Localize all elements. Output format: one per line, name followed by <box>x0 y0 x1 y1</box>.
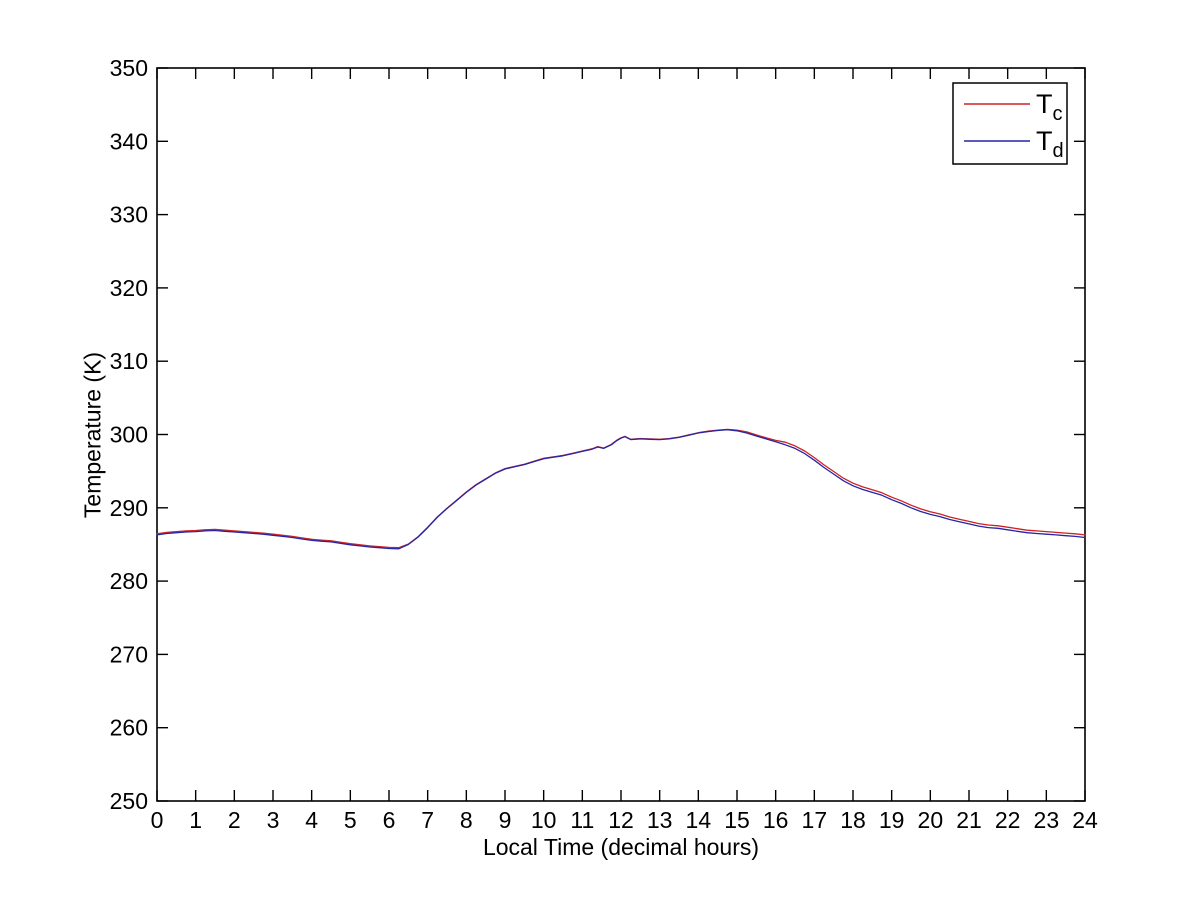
x-tick-label: 18 <box>840 807 866 833</box>
y-tick-label: 280 <box>110 568 148 594</box>
series-line-T_d <box>156 429 1086 550</box>
x-tick-label: 14 <box>686 807 712 833</box>
x-tick-label: 12 <box>608 807 634 833</box>
x-tick-label: 21 <box>956 807 982 833</box>
x-tick-label: 5 <box>344 807 357 833</box>
x-tick-label: 16 <box>763 807 789 833</box>
x-axis-label: Local Time (decimal hours) <box>482 834 760 860</box>
x-tick-label: 8 <box>460 807 473 833</box>
x-tick-label: 2 <box>228 807 241 833</box>
x-tick-label: 22 <box>995 807 1021 833</box>
x-tick-label: 24 <box>1072 807 1098 833</box>
x-tick-label: 1 <box>189 807 202 833</box>
y-axis-label: Temperature (K) <box>79 351 106 519</box>
x-tick-label: 15 <box>724 807 750 833</box>
y-tick-label: 340 <box>110 128 148 154</box>
x-tick-label: 0 <box>151 807 164 833</box>
x-tick-label: 13 <box>647 807 673 833</box>
legend-box <box>952 82 1068 165</box>
x-tick-label: 19 <box>879 807 905 833</box>
y-tick-label: 300 <box>110 422 148 448</box>
y-tick-label: 290 <box>110 495 148 521</box>
x-tick-label: 23 <box>1034 807 1060 833</box>
x-tick-label: 6 <box>383 807 396 833</box>
y-tick-label: 320 <box>110 275 148 301</box>
y-tick-label: 250 <box>110 788 148 814</box>
y-tick-label: 310 <box>110 348 148 374</box>
x-tick-label: 20 <box>918 807 944 833</box>
x-tick-label: 9 <box>499 807 512 833</box>
x-tick-label: 7 <box>421 807 434 833</box>
x-tick-label: 17 <box>802 807 828 833</box>
y-tick-label: 350 <box>110 55 148 81</box>
x-tick-label: 11 <box>570 807 594 833</box>
y-tick-label: 270 <box>110 641 148 667</box>
x-tick-label: 10 <box>531 807 557 833</box>
y-tick-label: 260 <box>110 715 148 741</box>
y-tick-label: 330 <box>110 202 148 228</box>
x-tick-label: 3 <box>267 807 280 833</box>
plot-area <box>156 67 1086 802</box>
x-tick-label: 4 <box>305 807 318 833</box>
